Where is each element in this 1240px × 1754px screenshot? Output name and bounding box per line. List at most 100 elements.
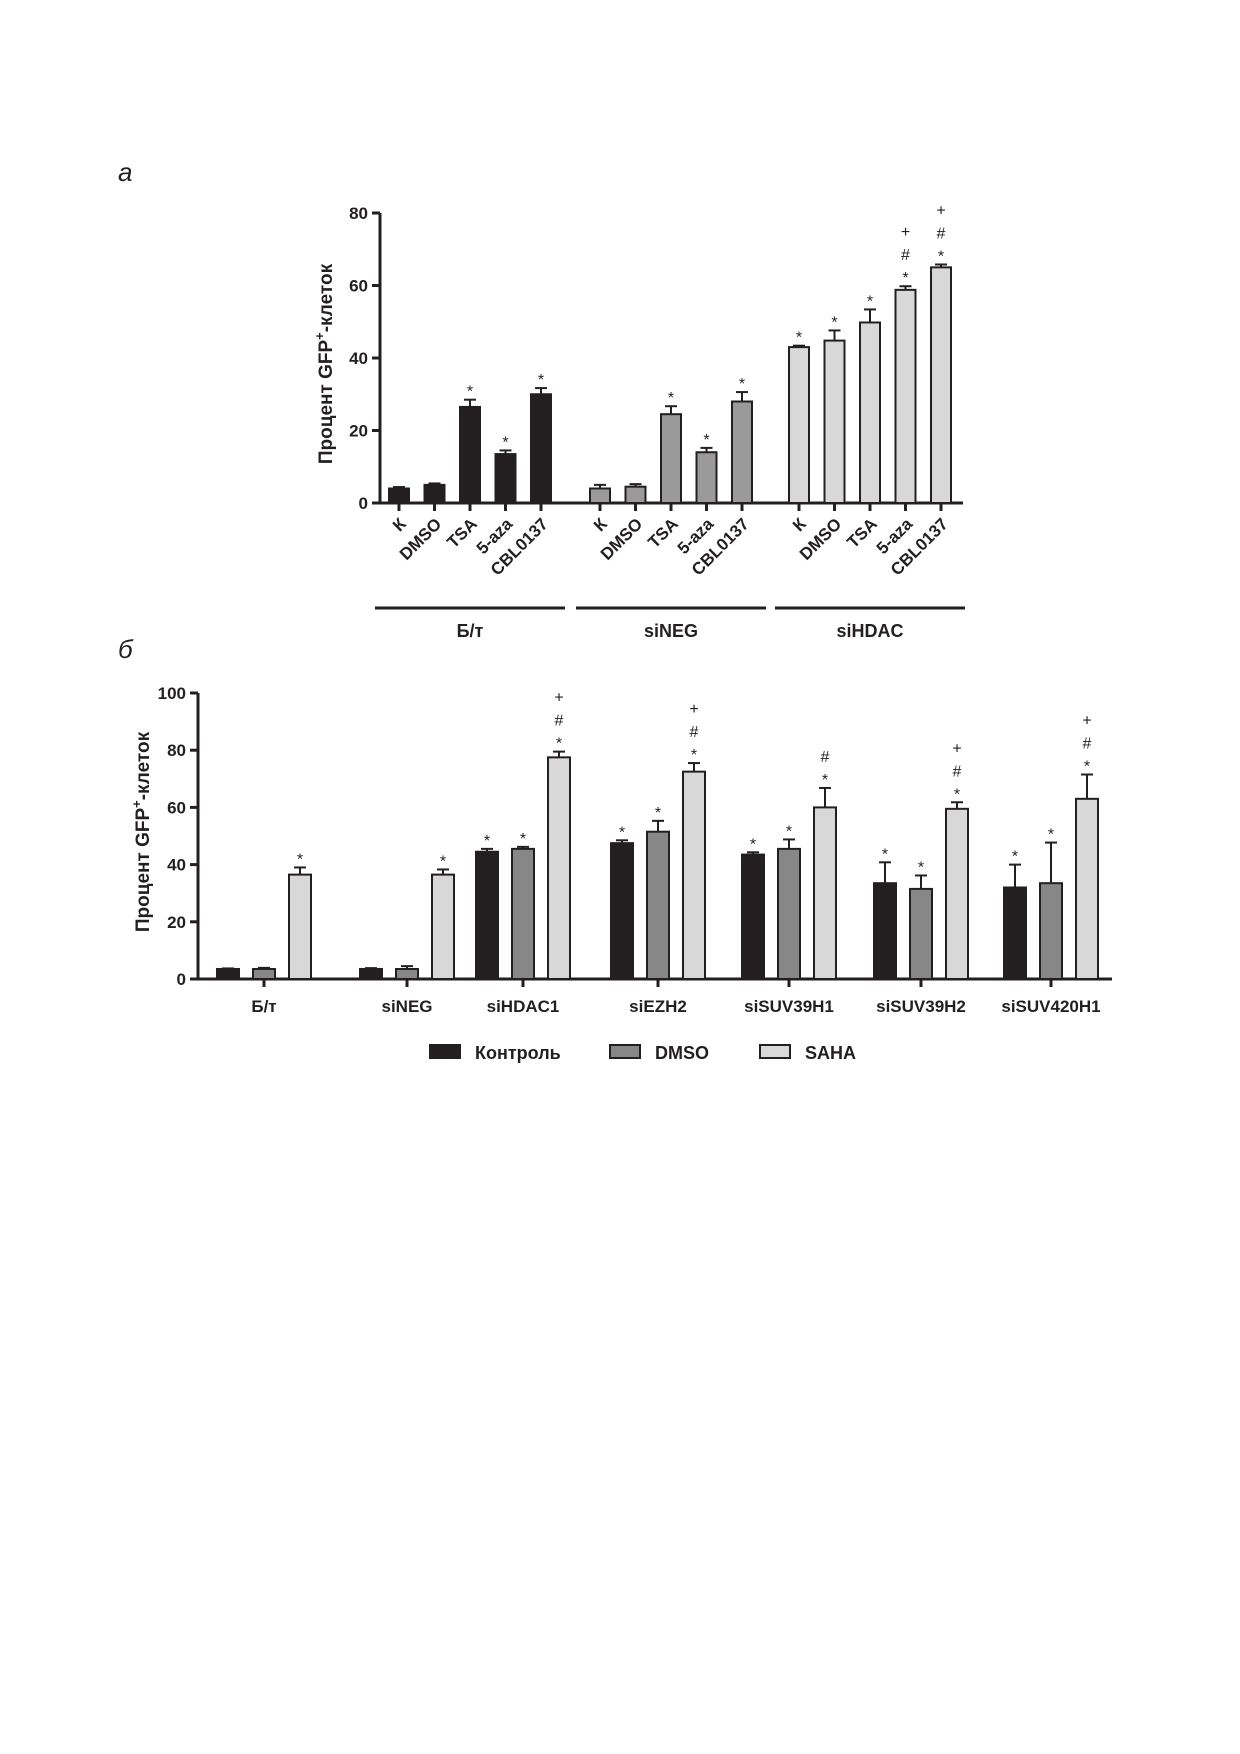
panel-a-bar: [423, 483, 446, 504]
panel-a-sig-asterisk: *: [502, 434, 508, 451]
panel-a-sig-hash: #: [937, 225, 946, 242]
panel-a-y-tick-label: 20: [349, 422, 368, 441]
panel-b-y-axis-title: Процент GFP+-клеток: [129, 731, 154, 932]
panel-b-bar: [431, 873, 455, 980]
panel-b-bar: [288, 873, 312, 980]
panel-b-sig-asterisk: *: [484, 833, 490, 850]
panel-b-sig-hash: #: [953, 763, 962, 780]
panel-a-y-title-tail: -клеток: [316, 263, 337, 332]
panel-b-legend: Контроль DMSO SAHA: [429, 1043, 856, 1063]
panel-a-sig-asterisk: *: [938, 248, 944, 265]
panel-a-bar: [859, 321, 881, 504]
panel-b-bar: [682, 770, 706, 981]
panel-b-sig-asterisk: *: [297, 851, 303, 868]
panel-b-bar: [741, 853, 765, 981]
panel-b-bar: [252, 967, 276, 980]
panel-b-sig-asterisk: *: [440, 853, 446, 870]
panel-b-sig-asterisk: *: [556, 736, 562, 753]
panel-b-category-label: siEZH2: [629, 997, 687, 1016]
panel-b-category-label: siHDAC1: [487, 997, 560, 1016]
panel-a-bar: [459, 405, 481, 504]
panel-b-sig-asterisk: *: [822, 772, 828, 789]
panel-a-y-tick-label: 60: [349, 277, 368, 296]
panel-b-bar: [1003, 886, 1027, 980]
panel-a-bar: [731, 400, 753, 504]
panel-a-sig-asterisk: *: [739, 376, 745, 393]
panel-b-sig-asterisk: *: [1048, 827, 1054, 844]
panel-a-sig-asterisk: *: [902, 270, 908, 287]
panel-a-y-tick-label: 40: [349, 349, 368, 368]
panel-b-bar: [359, 967, 383, 980]
panel-b-label: б: [118, 634, 134, 664]
panel-a-bar: [823, 339, 846, 504]
svg-text:Процент GFP+-клеток: Процент GFP+-клеток: [312, 263, 337, 464]
panel-a-bar: [494, 453, 517, 504]
panel-a-sig-asterisk: *: [668, 390, 674, 407]
legend-swatch: [429, 1044, 461, 1059]
panel-b-sig-hash: #: [1083, 736, 1092, 753]
panel-a-category-label: К: [590, 514, 611, 535]
panel-b-category-label: siSUV39H1: [744, 997, 834, 1016]
panel-a-bars: КDMSO*TSA*5-aza*CBL0137Б/тКDMSO*TSA*5-az…: [375, 202, 965, 641]
panel-a-sig-asterisk: *: [538, 372, 544, 389]
panel-b-sig-asterisk: *: [882, 846, 888, 863]
panel-b-y-title-main: Процент GFP: [133, 808, 154, 933]
panel-a-sig-hash: #: [901, 247, 910, 264]
panel-b-y-tick-label: 0: [177, 970, 186, 989]
panel-b-bar: [610, 842, 634, 981]
legend-label: Контроль: [475, 1043, 561, 1063]
panel-a-category-label: К: [389, 514, 410, 535]
panel-b-sig-asterisk: *: [520, 831, 526, 848]
panel-a-sig-asterisk: *: [796, 330, 802, 347]
panel-b-sig-asterisk: *: [750, 836, 756, 853]
panel-a-group-label: siNEG: [644, 621, 698, 641]
panel-b-sig-asterisk: *: [655, 805, 661, 822]
panel-a-category-label: К: [789, 514, 810, 535]
panel-b-sig-asterisk: *: [954, 786, 960, 803]
panel-b-sig-hash: #: [690, 724, 699, 741]
panel-a-sig-plus: +: [901, 224, 910, 241]
svg-text:Процент GFP+-клеток: Процент GFP+-клеток: [129, 731, 154, 932]
panel-b-y-tick-label: 40: [167, 856, 186, 875]
panel-a-y-axis-title: Процент GFP+-клеток: [312, 263, 337, 464]
panel-a-bar: [695, 451, 718, 504]
panel-b-y-title-tail: -клеток: [133, 731, 154, 800]
panel-b-sig-plus: +: [689, 701, 698, 718]
panel-b-category-label: siSUV420H1: [1001, 997, 1100, 1016]
panel-b-sig-plus: +: [952, 740, 961, 757]
panel-b-y-tick-label: 60: [167, 798, 186, 817]
panel-a-bar: [388, 487, 410, 504]
panel-b-sig-asterisk: *: [786, 823, 792, 840]
panel-a-y-tick-label: 80: [349, 204, 368, 223]
legend-label: SAHA: [805, 1043, 856, 1063]
legend-label: DMSO: [655, 1043, 709, 1063]
panel-b-bar: [873, 882, 897, 980]
panel-b-sig-hash: #: [821, 749, 830, 766]
panel-a-sig-asterisk: *: [467, 384, 473, 401]
panel-b-bar: [777, 847, 801, 980]
panel-b-bar: [945, 807, 969, 981]
panel-b-category-label: Б/т: [251, 997, 276, 1016]
panel-a-y-title-sup: +: [312, 332, 327, 340]
panel-b-bar: [547, 756, 571, 980]
panel-a-label: а: [118, 157, 132, 187]
panel-a-sig-asterisk: *: [867, 293, 873, 310]
panel-b-y-title-sup: +: [129, 800, 144, 808]
legend-swatch: [759, 1044, 791, 1059]
panel-a-group-label: siHDAC: [836, 621, 903, 641]
panel-b-category-label: siNEG: [381, 997, 432, 1016]
panel-a-bar: [930, 266, 952, 504]
panel-a-bar: [894, 288, 917, 504]
panel-b-y-tick-label: 100: [158, 684, 186, 703]
panel-b-sig-asterisk: *: [619, 824, 625, 841]
panel-a-y-tick-label: 0: [359, 494, 368, 513]
panel-b-sig-hash: #: [555, 713, 564, 730]
panel-a-y-title-main: Процент GFP: [316, 340, 337, 465]
panel-a-group-label: Б/т: [457, 621, 484, 641]
panel-a-sig-asterisk: *: [831, 314, 837, 331]
panel-b-sig-asterisk: *: [1012, 849, 1018, 866]
panel-a-bar: [589, 487, 611, 504]
